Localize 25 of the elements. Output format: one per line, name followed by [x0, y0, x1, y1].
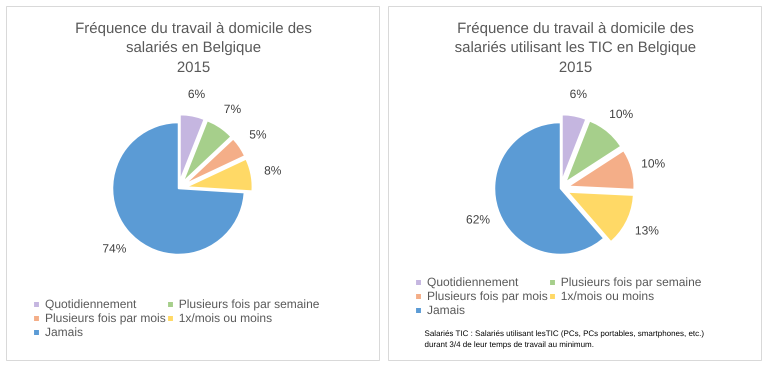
- data-label: 6%: [188, 87, 206, 102]
- legend-label: Quotidiennement: [427, 275, 518, 289]
- data-label: 5%: [249, 128, 267, 142]
- legend-label: Plusieurs fois par semaine: [560, 275, 702, 289]
- legend-label: Jamais: [427, 303, 466, 317]
- legend-label: 1x/mois ou moins: [178, 311, 272, 325]
- chart-title: Fréquence du travail à domicile des salariés en Belgique: [75, 20, 312, 56]
- legend-label: Plusieurs fois par mois: [45, 311, 166, 325]
- data-label: 74%: [102, 242, 127, 256]
- legend-label: Plusieurs fois par mois: [427, 289, 548, 303]
- data-label: 8%: [264, 164, 282, 178]
- legend-label: Quotidiennement: [45, 297, 136, 311]
- data-label: 7%: [224, 102, 242, 116]
- legend-label: 1x/mois ou moins: [560, 289, 654, 303]
- chart-subtitle: 2015: [176, 59, 210, 76]
- legend-label: Plusieurs fois par semaine: [178, 297, 320, 311]
- data-label: 13%: [634, 223, 660, 238]
- chart-title: Fréquence du travail à domicile des salariés utilisant les TIC en Belgique: [454, 20, 696, 56]
- chart-subtitle: 2015: [558, 59, 592, 76]
- data-label: 10%: [641, 156, 666, 170]
- data-label: 6%: [570, 87, 588, 102]
- data-label: 62%: [466, 212, 490, 226]
- data-label: 10%: [609, 107, 634, 122]
- legend-label: Jamais: [45, 325, 84, 339]
- text: Salariés TIC : Salariés utilisant lesTIC (PCs, PCs portables, smartphones, etc.) durant 3/4 de leur temps de travail au minimum.: [424, 329, 704, 349]
